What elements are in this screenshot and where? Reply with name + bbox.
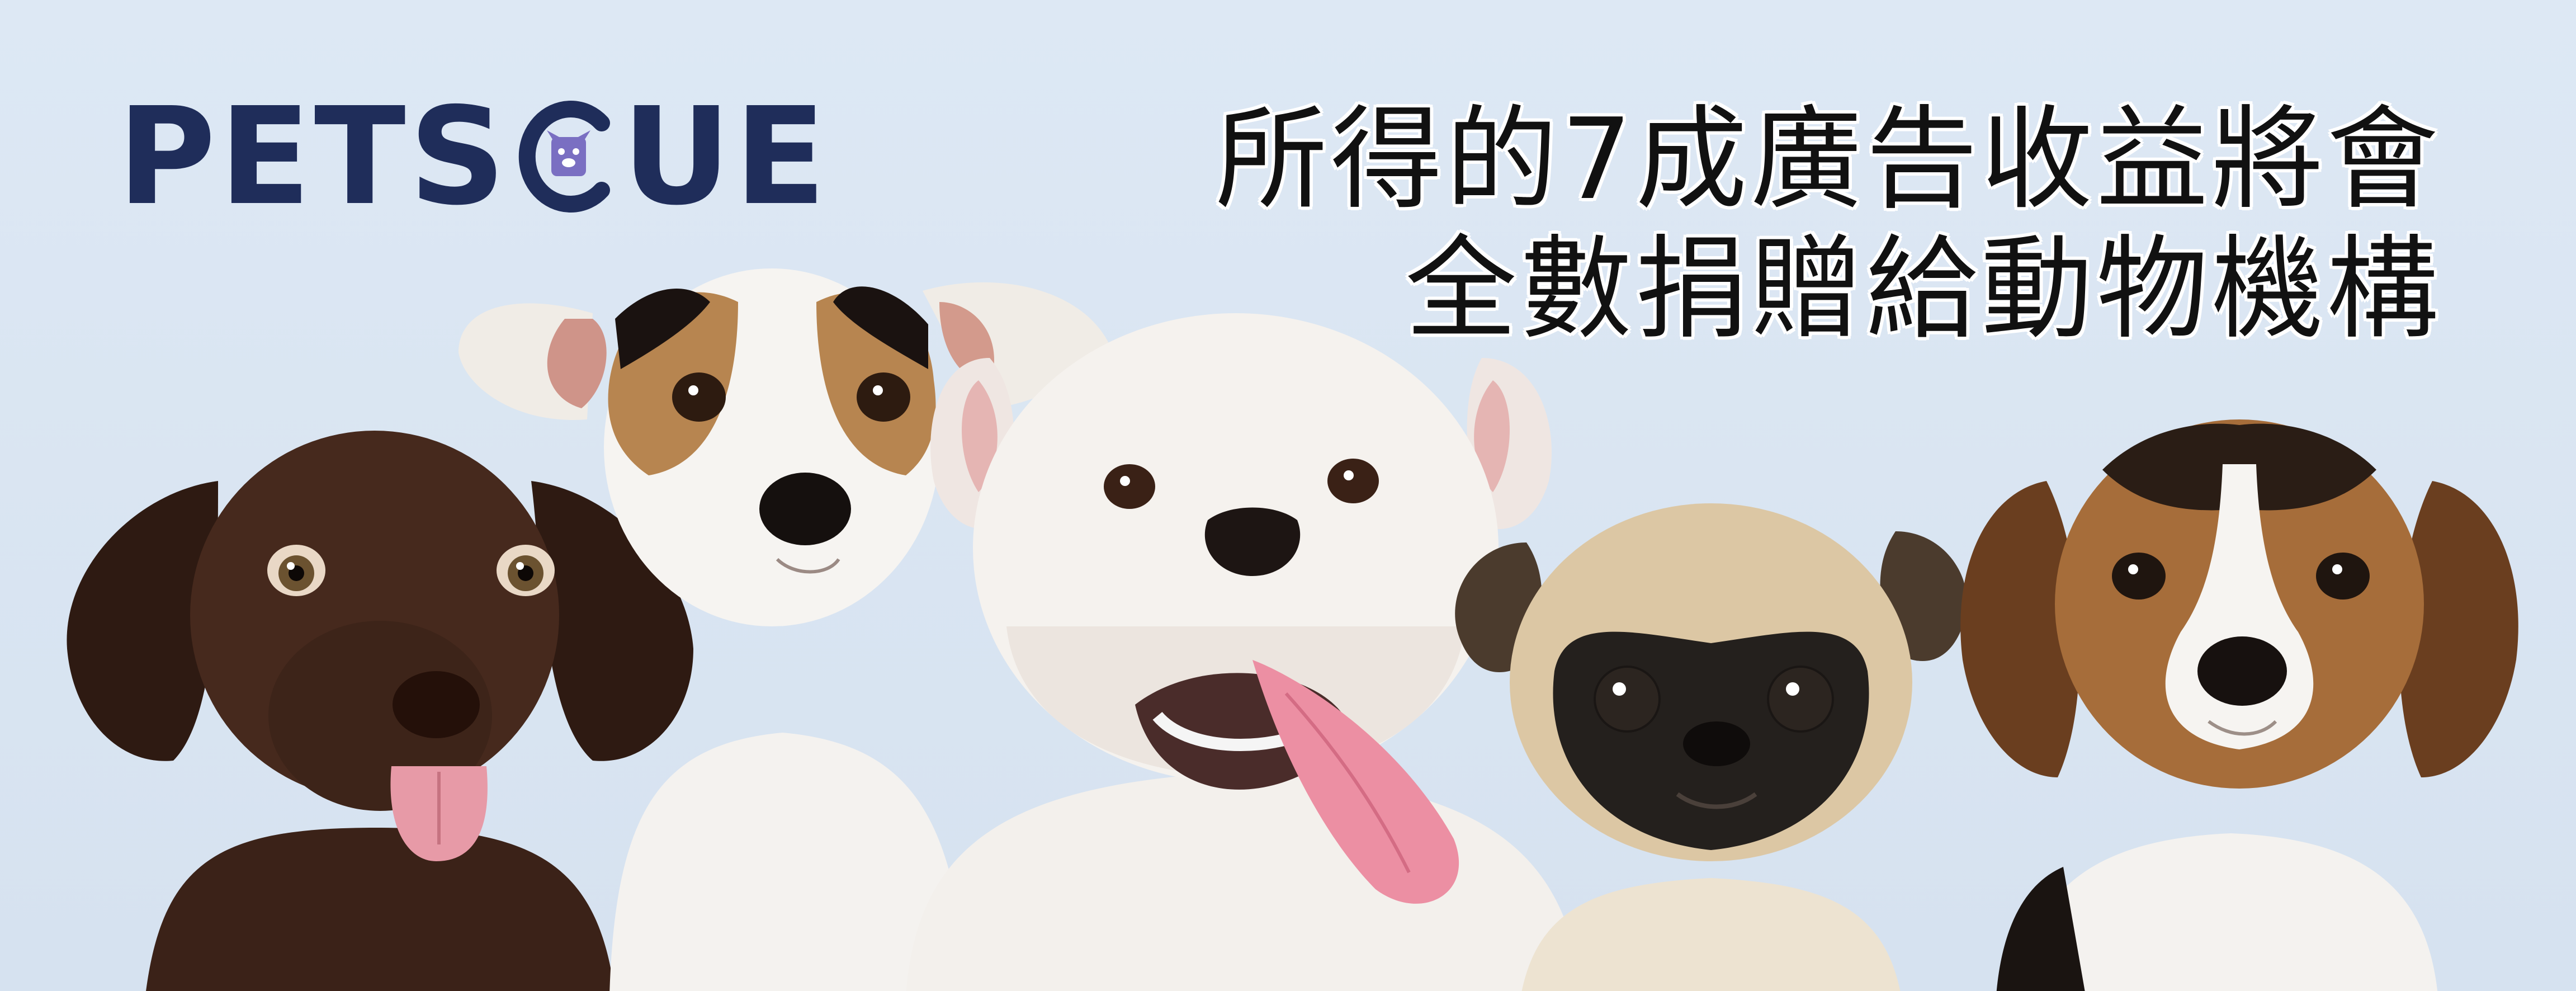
- dog-icon: [459, 268, 1113, 991]
- dog-icon: [1960, 419, 2518, 991]
- dog-icon: [1455, 503, 1967, 991]
- jack-russell-terrier-puppy: [447, 240, 1129, 991]
- dog-icon: [906, 313, 1582, 991]
- english-bulldog-puppy: [895, 313, 1594, 991]
- logo-text-before: PETS: [117, 78, 509, 235]
- logo-text-after: UE: [622, 78, 830, 235]
- chocolate-labrador-puppy: [50, 403, 710, 991]
- pug-puppy: [1431, 492, 1991, 991]
- petscue-logo[interactable]: PETS UE: [117, 89, 829, 224]
- headline-line-2: 全數捐贈給動物機構: [1405, 224, 2442, 355]
- dog-icon: [67, 431, 693, 991]
- headline-line-1: 所得的7成廣告收益將會: [1215, 95, 2442, 225]
- paw-in-c-icon: [512, 98, 618, 215]
- beagle-puppy: [1918, 391, 2533, 991]
- headline: 所得的7成廣告收益將會 全數捐贈給動物機構: [1100, 95, 2442, 355]
